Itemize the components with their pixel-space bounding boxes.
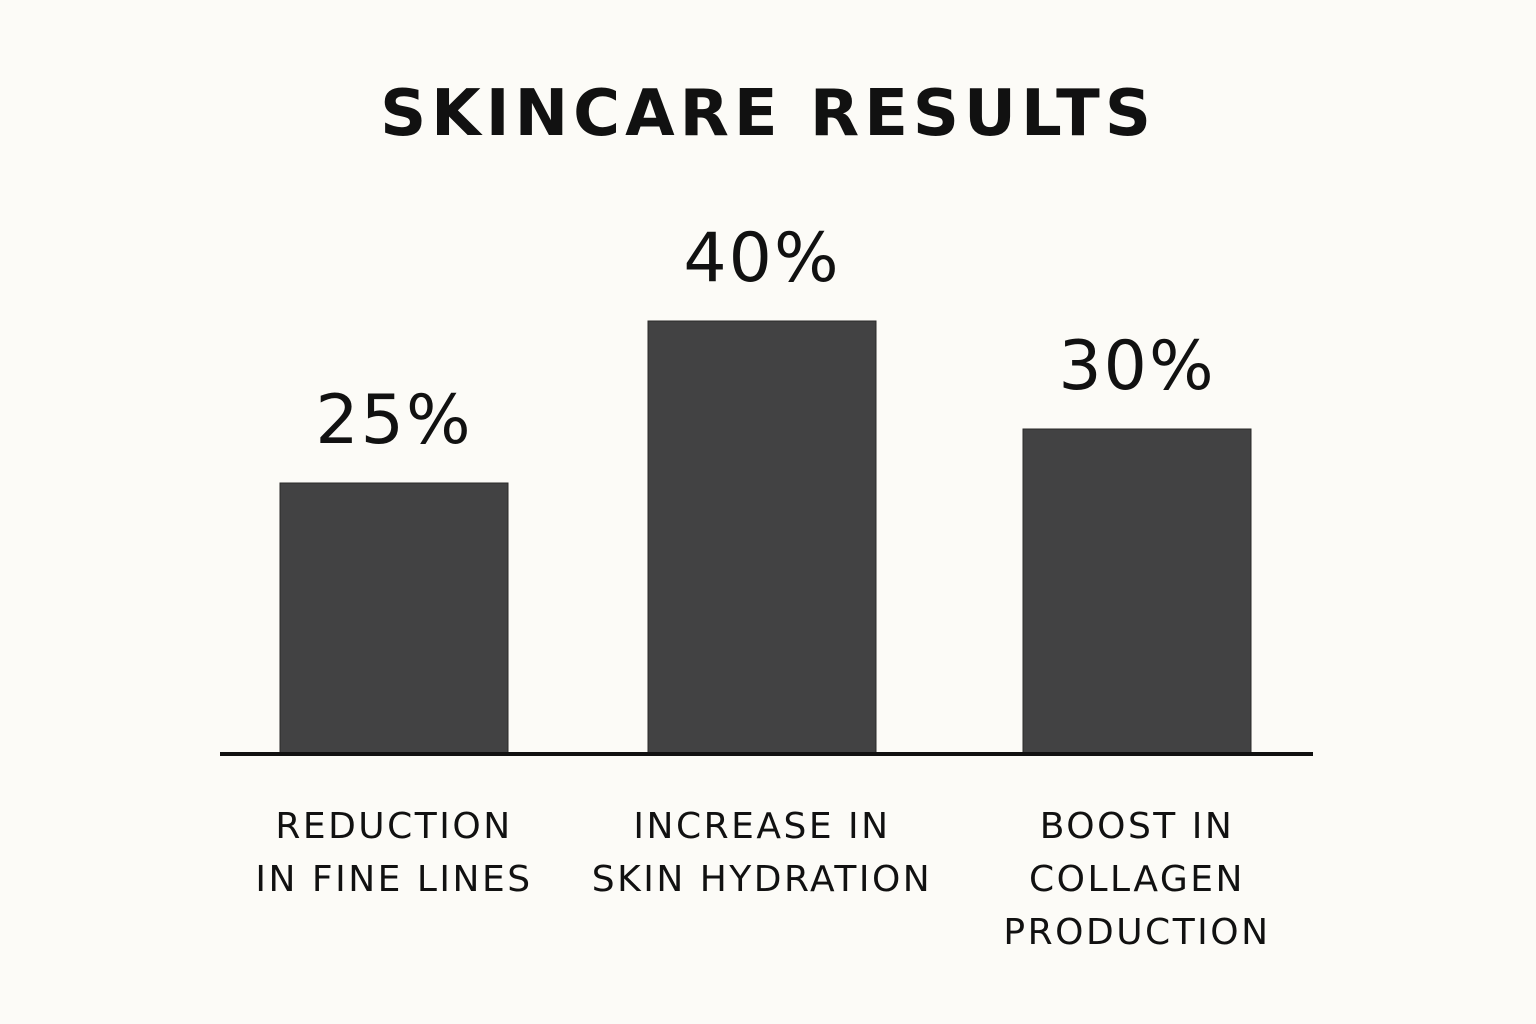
data-label-2: 40% <box>683 219 840 298</box>
chart-title: SKINCARE RESULTS <box>380 77 1156 151</box>
category-label-2: INCREASE IN SKIN HYDRATION <box>591 806 933 900</box>
data-label-1: 25% <box>315 381 472 460</box>
data-label-3: 30% <box>1058 327 1215 406</box>
bar-3 <box>1022 428 1252 754</box>
category-label-1: REDUCTION IN FINE LINES <box>255 806 533 900</box>
category-label-3: BOOST IN COLLAGEN PRODUCTION <box>1003 806 1271 953</box>
bar-1 <box>279 482 509 754</box>
bar-2 <box>647 320 877 754</box>
